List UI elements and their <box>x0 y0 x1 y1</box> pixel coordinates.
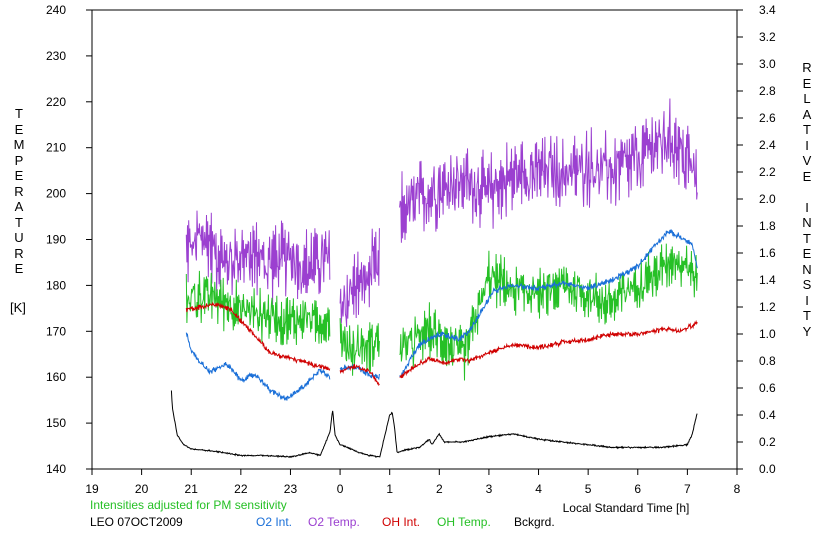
series-line <box>185 210 331 305</box>
left-tick-label: 180 <box>46 278 66 292</box>
x-tick-label: 23 <box>284 482 298 496</box>
right-tick-label: 3.2 <box>759 30 776 44</box>
x-tick-label: 5 <box>585 482 592 496</box>
left-axis-unit: [K] <box>10 300 26 315</box>
right-tick-label: 1.0 <box>759 327 776 341</box>
right-tick-label: 3.0 <box>759 57 776 71</box>
series-line <box>399 319 698 379</box>
right-tick-label: 1.6 <box>759 246 776 260</box>
right-tick-label: 2.6 <box>759 111 776 125</box>
x-axis-ticks: 19 20 21 22 23 0 1 2 3 4 5 6 7 8 <box>85 469 741 496</box>
legend-item: O2 Temp. <box>308 515 360 529</box>
legend-item: OH Temp. <box>437 515 491 529</box>
series-line <box>399 229 698 378</box>
left-tick-label: 220 <box>46 95 66 109</box>
x-tick-label: 4 <box>535 482 542 496</box>
right-tick-label: 2.8 <box>759 84 776 98</box>
left-tick-label: 240 <box>46 3 66 17</box>
x-axis-label: Local Standard Time [h] <box>563 501 690 515</box>
series-o2-temp <box>185 98 698 328</box>
right-axis-ticks: 0.0 0.2 0.4 0.6 0.8 1.0 1.2 1.4 1.6 1.8 2.0 2.2 2.4 2… <box>737 3 776 476</box>
x-tick-label: 6 <box>634 482 641 496</box>
series-line <box>185 332 331 401</box>
x-tick-label: 1 <box>386 482 393 496</box>
series-line <box>399 98 698 243</box>
right-tick-label: 2.4 <box>759 138 776 152</box>
x-tick-label: 8 <box>734 482 741 496</box>
x-tick-label: 0 <box>337 482 344 496</box>
left-tick-label: 160 <box>46 370 66 384</box>
left-tick-label: 210 <box>46 141 66 155</box>
series-line <box>339 363 380 387</box>
right-tick-label: 1.4 <box>759 273 776 287</box>
right-tick-label: 2.0 <box>759 192 776 206</box>
x-tick-label: 20 <box>135 482 149 496</box>
series-line <box>339 228 380 328</box>
series-line <box>170 390 698 459</box>
left-tick-label: 170 <box>46 324 66 338</box>
x-tick-label: 22 <box>234 482 248 496</box>
pm-sensitivity-note: Intensities adjusted for PM sensitivity <box>90 498 287 512</box>
right-tick-label: 1.2 <box>759 300 776 314</box>
right-tick-label: 0.0 <box>759 462 776 476</box>
x-tick-label: 7 <box>684 482 691 496</box>
right-tick-label: 0.2 <box>759 435 776 449</box>
series-oh-int <box>185 301 698 387</box>
legend-item: OH Int. <box>382 515 421 529</box>
series-line <box>399 243 698 381</box>
x-tick-label: 19 <box>85 482 99 496</box>
left-tick-label: 190 <box>46 233 66 247</box>
x-tick-label: 2 <box>436 482 443 496</box>
x-tick-label: 21 <box>185 482 199 496</box>
right-tick-label: 0.4 <box>759 408 776 422</box>
station-label: LEO 07OCT2009 <box>90 515 183 529</box>
right-tick-label: 2.2 <box>759 165 776 179</box>
series-line <box>339 318 380 376</box>
legend-item: Bckgrd. <box>514 515 555 529</box>
right-tick-label: 0.6 <box>759 381 776 395</box>
series-line <box>185 301 331 372</box>
series-bckgrd <box>170 390 698 459</box>
left-tick-label: 150 <box>46 416 66 430</box>
left-axis-ticks: 140 150 160 170 180 190 200 210 220 230 240 <box>46 3 92 476</box>
plot-area <box>170 98 698 459</box>
right-tick-label: 3.4 <box>759 3 776 17</box>
right-tick-label: 0.8 <box>759 354 776 368</box>
x-tick-label: 3 <box>486 482 493 496</box>
series-line <box>185 270 331 346</box>
legend-item: O2 Int. <box>256 515 293 529</box>
left-tick-label: 140 <box>46 462 66 476</box>
left-tick-label: 200 <box>46 187 66 201</box>
series-oh-temp <box>185 243 698 381</box>
right-tick-label: 1.8 <box>759 219 776 233</box>
left-tick-label: 230 <box>46 49 66 63</box>
